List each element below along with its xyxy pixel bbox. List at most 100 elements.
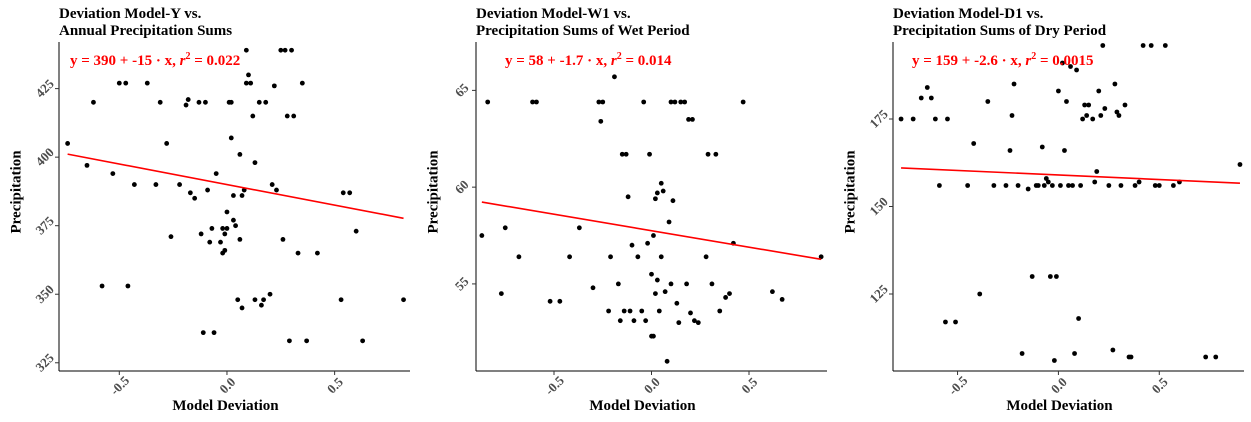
data-point (360, 338, 366, 344)
data-point (304, 338, 310, 344)
x-tick-label: 0.5 (1149, 374, 1171, 396)
x-tick-label: 0.0 (216, 374, 238, 396)
data-point (250, 113, 256, 119)
data-point (668, 281, 674, 287)
data-point (943, 319, 948, 325)
data-point (280, 237, 286, 242)
r2-symbol: r (610, 53, 617, 69)
data-point (606, 308, 611, 314)
data-point (269, 182, 275, 187)
data-point (1047, 274, 1053, 279)
data-point (621, 308, 627, 314)
data-point (1110, 347, 1116, 353)
data-point (936, 183, 942, 188)
data-point (684, 281, 689, 287)
data-point (1009, 113, 1015, 118)
data-point (918, 95, 924, 101)
data-point (110, 171, 116, 177)
r2-value: = 0.0015 (1039, 53, 1094, 69)
data-point (600, 99, 606, 105)
data-point (682, 99, 688, 105)
y-tick-label: 175 (866, 106, 891, 131)
data-point (1096, 88, 1102, 94)
x-tick-label: 0.0 (641, 374, 663, 396)
data-point (647, 151, 652, 157)
data-point (211, 330, 217, 336)
data-point (1116, 113, 1122, 118)
data-point (1128, 354, 1134, 360)
data-point (678, 99, 684, 105)
data-point (674, 300, 680, 306)
data-point (1029, 274, 1035, 279)
data-point (1072, 351, 1077, 356)
data-point (717, 308, 723, 314)
regression-line (67, 153, 404, 220)
y-axis-label: Precipitation (842, 150, 859, 234)
data-point (248, 80, 254, 86)
data-point (315, 250, 320, 256)
data-point (658, 180, 664, 186)
data-point (928, 95, 934, 101)
data-point (590, 285, 596, 291)
data-point (688, 310, 693, 316)
data-point (203, 99, 208, 105)
data-point (1051, 358, 1057, 363)
data-point (218, 239, 223, 245)
data-point (664, 358, 670, 364)
data-point (1098, 113, 1104, 118)
data-point (1035, 183, 1041, 188)
data-point (177, 182, 182, 187)
chart-title-line1: Deviation Model-D1 vs. (893, 6, 1044, 22)
data-point (252, 160, 258, 166)
data-point (498, 291, 504, 296)
data-point (1118, 183, 1124, 188)
chart-panel-dry: Deviation Model-D1 vs. Precipitation Sum… (834, 0, 1251, 422)
chart-title-line2: Precipitation Sums of Dry Period (893, 23, 1107, 39)
data-point (1170, 183, 1176, 188)
chart-panel-wet: Deviation Model-W1 vs. Precipitation Sum… (417, 0, 834, 422)
data-point (153, 182, 159, 187)
data-point (672, 99, 678, 105)
data-point (1162, 43, 1168, 48)
chart-panel-annual: Deviation Model-Y vs. Annual Precipitati… (0, 0, 417, 422)
data-point (231, 217, 236, 223)
y-tick-label: 65 (452, 80, 472, 100)
data-point (1019, 351, 1025, 356)
data-point (1043, 176, 1049, 181)
data-point (779, 296, 785, 302)
data-point (1066, 183, 1071, 188)
data-point (233, 223, 238, 229)
data-point (1213, 354, 1219, 360)
data-point (246, 72, 251, 78)
data-point (99, 283, 105, 289)
x-tick-label: 0.5 (324, 374, 346, 396)
data-point (295, 250, 301, 256)
data-point (479, 233, 485, 238)
data-point (534, 99, 539, 105)
r2-value: = 0.022 (194, 53, 241, 69)
data-point (401, 297, 406, 303)
data-point (222, 247, 228, 253)
data-point (259, 302, 264, 308)
data-point (530, 99, 535, 105)
data-point (1203, 354, 1209, 360)
chart-plot-area: 325 350 375 400 425 -0.5 0.0 0.5 (32, 42, 410, 398)
data-point (629, 242, 635, 248)
data-point (192, 195, 198, 201)
data-point (1094, 169, 1100, 174)
data-point (654, 190, 660, 196)
data-point (1068, 64, 1073, 69)
data-point (740, 99, 746, 105)
data-point (261, 297, 266, 303)
data-point (228, 135, 234, 141)
data-point (239, 193, 245, 198)
data-point (116, 80, 122, 86)
chart-title-line2: Precipitation Sums of Wet Period (476, 23, 690, 39)
data-point (347, 190, 353, 196)
data-point (168, 234, 174, 240)
data-point (213, 171, 219, 177)
data-point (557, 298, 563, 304)
data-point (623, 151, 629, 157)
data-point (615, 281, 621, 287)
chart-title: Deviation Model-W1 vs. Precipitation Sum… (476, 6, 690, 40)
